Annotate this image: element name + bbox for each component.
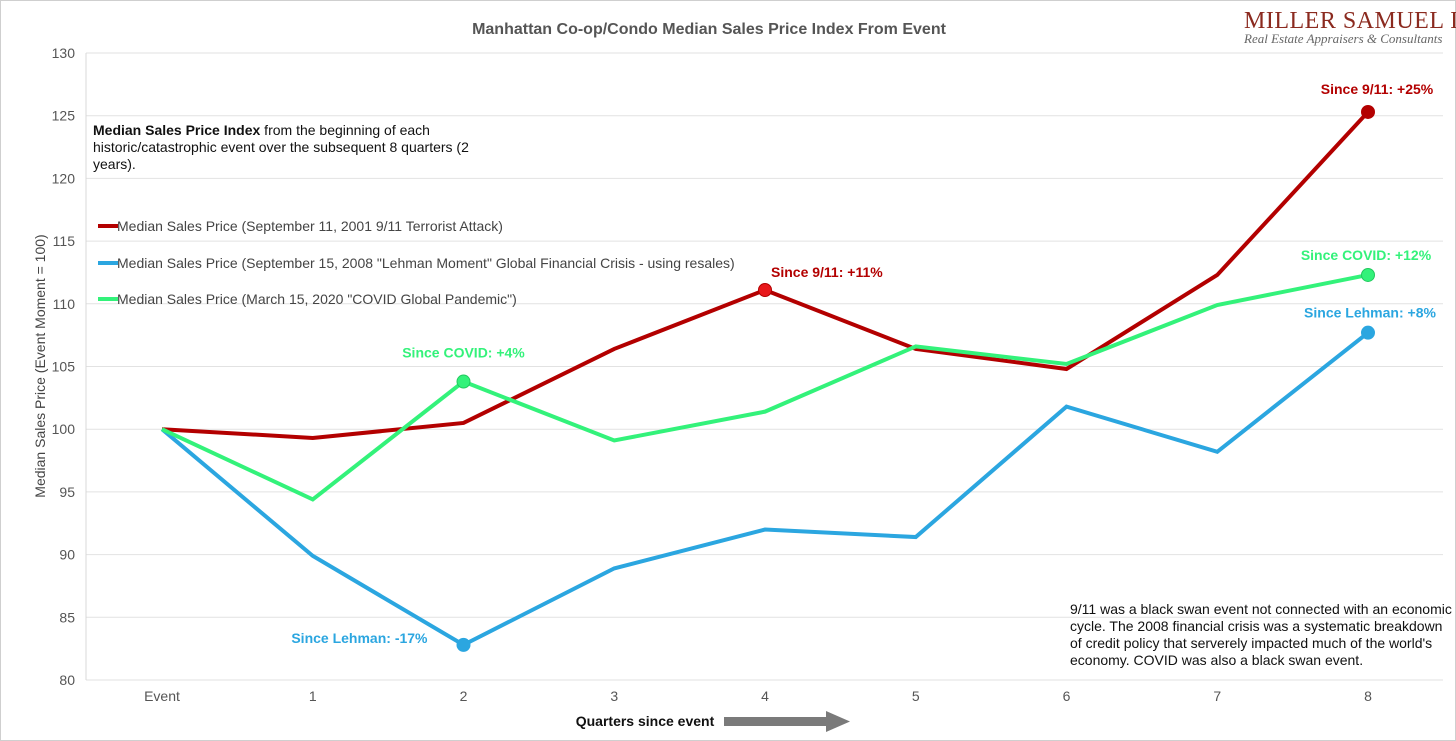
annotation-label: Since Lehman: +8%: [1304, 305, 1436, 321]
logo-tagline: Real Estate Appraisers & Consultants: [1243, 31, 1442, 46]
legend-label: Median Sales Price (September 15, 2008 "…: [117, 255, 735, 271]
x-tick-label: 5: [912, 688, 920, 704]
legend-item: Median Sales Price (September 11, 2001 9…: [98, 218, 503, 234]
y-tick-label: 120: [52, 170, 76, 186]
x-tick-label: 6: [1063, 688, 1071, 704]
series-lines: [160, 110, 1370, 648]
y-tick-label: 95: [59, 484, 75, 500]
legend-item: Median Sales Price (March 15, 2020 "COVI…: [98, 291, 517, 307]
y-tick-label: 115: [53, 233, 76, 249]
legend-label: Median Sales Price (September 11, 2001 9…: [117, 218, 503, 234]
annotation-labels: Since 9/11: +11% Since 9/11: +25% Since Le…: [291, 81, 1436, 646]
x-tick-label: 7: [1213, 688, 1221, 704]
annotation-label: Since Lehman: -17%: [291, 630, 428, 646]
y-tick-label: 85: [59, 609, 75, 625]
annotation-label: Since COVID: +4%: [402, 345, 525, 361]
gridlines: [85, 52, 1443, 681]
y-tick-label: 110: [53, 296, 76, 312]
x-tick-label: 3: [610, 688, 618, 704]
y-tick-label: 90: [59, 547, 75, 563]
arrow-right-icon: [724, 711, 850, 732]
annotation-marker: [758, 283, 772, 298]
chart-title: Manhattan Co-op/Condo Median Sales Price…: [472, 21, 947, 38]
logo-name: MILLER SAMUEL INC.: [1244, 8, 1456, 34]
x-tick-label: Event: [144, 688, 180, 704]
intro-note-bold: Median Sales Price Index: [93, 122, 261, 138]
annotation-marker: [1361, 267, 1375, 282]
intro-note-text: from the beginning of each historic/cata…: [93, 122, 469, 172]
x-axis-title: Quarters since event: [576, 713, 715, 729]
annotation-label: Since 9/11: +25%: [1321, 81, 1434, 97]
annotation-marker: [1361, 325, 1375, 340]
annotation-markers: [456, 104, 1375, 652]
y-tick-label: 130: [52, 45, 76, 61]
legend: Median Sales Price (September 11, 2001 9…: [98, 218, 735, 307]
y-tick-label: 100: [52, 421, 76, 437]
logo: MILLER SAMUEL INC. Real Estate Appraiser…: [1243, 8, 1456, 46]
annotation-marker: [456, 374, 471, 389]
footer-note: 9/11 was a black swan event not connecte…: [1070, 601, 1452, 668]
series-line-2: [161, 272, 1369, 502]
annotation-marker: [1361, 104, 1375, 119]
intro-note: Median Sales Price Index from the beginn…: [93, 122, 513, 173]
y-axis-title: Median Sales Price (Event Moment = 100): [32, 234, 48, 497]
x-axis-ticks: Event 1 2 3 4 5 6 7 8: [144, 688, 1372, 704]
y-tick-label: 105: [52, 359, 76, 375]
legend-label: Median Sales Price (March 15, 2020 "COVI…: [117, 291, 517, 307]
x-tick-label: 8: [1364, 688, 1372, 704]
y-axis-ticks: 80 85 90 95 100 105 110 115 120 125 130: [52, 45, 76, 688]
x-tick-label: 2: [460, 688, 468, 704]
x-tick-label: 4: [761, 688, 769, 704]
annotation-label: Since 9/11: +11%: [771, 264, 883, 280]
series-line-1: [160, 331, 1370, 648]
x-axis-title-group: Quarters since event: [576, 711, 850, 732]
y-tick-label: 125: [52, 108, 76, 124]
x-tick-label: 1: [309, 688, 317, 704]
annotation-label: Since COVID: +12%: [1301, 247, 1432, 263]
y-tick-label: 80: [59, 672, 75, 688]
annotation-marker: [456, 637, 471, 652]
legend-item: Median Sales Price (September 15, 2008 "…: [98, 255, 735, 271]
